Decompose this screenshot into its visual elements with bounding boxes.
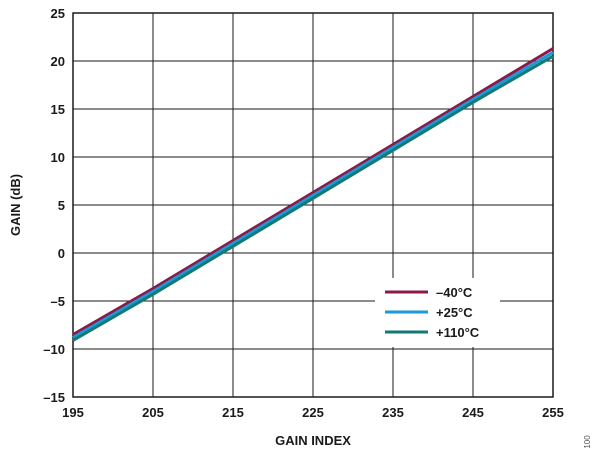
series-line: [72, 51, 554, 339]
y-tick-label: –5: [51, 294, 65, 309]
y-tick-label: –15: [43, 390, 65, 405]
y-tick-label: 5: [58, 198, 65, 213]
side-note: 100: [583, 435, 592, 449]
y-axis-label: GAIN (dB): [8, 174, 23, 236]
series-line: [72, 54, 554, 342]
x-axis-label: GAIN INDEX: [275, 433, 351, 448]
y-tick-labels: –15 –10 –5 0 5 10 15 20 25: [43, 6, 65, 405]
legend-label: +25°C: [436, 305, 473, 320]
x-tick-label: 235: [382, 405, 404, 420]
y-tick-label: 15: [51, 102, 65, 117]
x-tick-label: 225: [302, 405, 324, 420]
x-tick-label: 195: [62, 405, 84, 420]
series-layer: [72, 47, 554, 342]
y-tick-label: 0: [58, 246, 65, 261]
x-tick-label: 205: [142, 405, 164, 420]
y-tick-label: –10: [43, 342, 65, 357]
y-tick-label: 25: [51, 6, 65, 21]
x-tick-label: 255: [542, 405, 564, 420]
x-tick-labels: 195 205 215 225 235 245 255: [62, 405, 564, 420]
y-tick-label: 20: [51, 54, 65, 69]
x-tick-label: 245: [462, 405, 484, 420]
legend: –40°C +25°C +110°C: [375, 278, 500, 347]
legend-label: –40°C: [436, 285, 473, 300]
legend-label: +110°C: [436, 325, 480, 340]
x-tick-label: 215: [222, 405, 244, 420]
y-tick-label: 10: [51, 150, 65, 165]
series-line: [72, 47, 554, 336]
